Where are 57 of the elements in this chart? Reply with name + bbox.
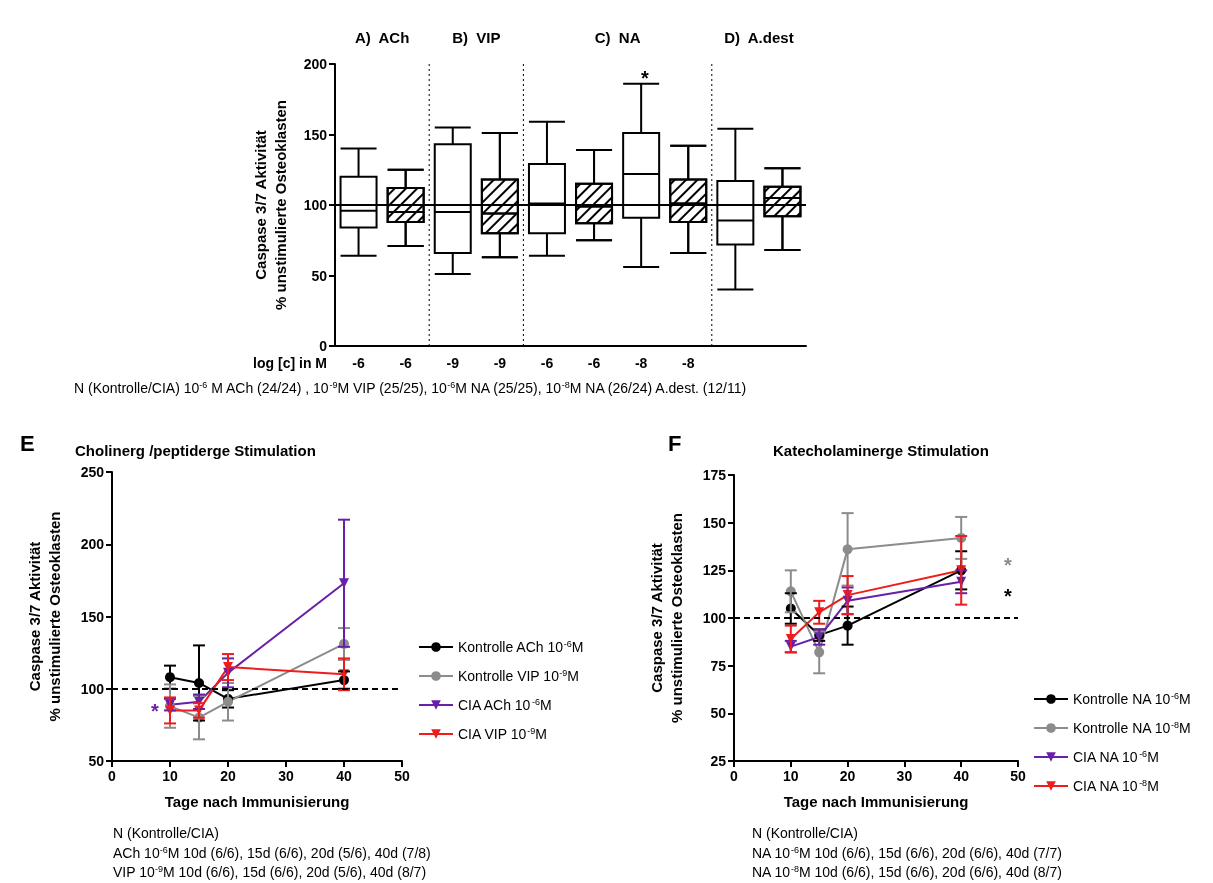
- y-axis-title: Caspase 3/7 Aktivität % unstimulierte Osteoklasten: [647, 512, 685, 724]
- x-tick-label: 20: [839, 768, 856, 784]
- y-tick-label: 100: [303, 197, 328, 213]
- y-tick-label: 150: [702, 514, 727, 531]
- x-axis-title: Tage nach Immunisierung: [783, 792, 969, 810]
- y-tick-label: 50: [88, 753, 105, 769]
- y-tick-label: 250: [80, 464, 105, 480]
- annotation: *: [1004, 554, 1013, 576]
- x-tick-label: -6: [399, 355, 413, 371]
- annotation: *: [641, 67, 650, 89]
- text: A) ACh: [354, 29, 410, 46]
- y-tick-label: 100: [80, 680, 105, 697]
- y-tick-label: 150: [303, 126, 328, 143]
- y-tick-label: 0: [319, 338, 328, 354]
- chart-title: Katecholaminerge Stimulation: [773, 442, 989, 459]
- x-tick-label: 0: [730, 768, 739, 784]
- text: N (Kontrolle/CIA): [113, 825, 219, 841]
- x-tick-label: -8: [634, 355, 648, 371]
- x-tick-label: -6: [352, 355, 365, 371]
- y-tick-label: 125: [702, 562, 727, 579]
- x-tick-label: -9: [446, 355, 460, 371]
- y-tick-label: 100: [702, 610, 727, 626]
- y-tick-label: 25: [710, 753, 727, 769]
- x-tick-label: 0: [108, 768, 117, 784]
- y-tick-label: 75: [710, 657, 727, 674]
- text: N (Kontrolle/CIA): [752, 825, 858, 841]
- y-tick-label: 50: [710, 705, 727, 722]
- text: B) VIP: [452, 29, 501, 46]
- x-tick-label: -9: [493, 355, 507, 371]
- y-tick-label: 50: [311, 267, 328, 284]
- y-axis-title: Caspase 3/7 Aktivität % unstimulierte Osteoklasten: [251, 99, 289, 311]
- x-tick-label: -6: [587, 355, 601, 371]
- x-tick-label: 30: [896, 768, 913, 784]
- x-axis-title: log [c] in M: [253, 355, 327, 371]
- x-axis-title: Tage nach Immunisierung: [164, 792, 350, 810]
- text: E: [20, 430, 35, 456]
- y-axis-title: Caspase 3/7 Aktivität % unstimulierte Osteoklasten: [25, 511, 63, 722]
- x-tick-label: 40: [336, 768, 352, 784]
- chart-title: Cholinerg /peptiderge Stimulation: [75, 442, 316, 459]
- x-tick-label: 10: [783, 768, 799, 784]
- x-tick-label: 40: [953, 768, 970, 784]
- y-tick-label: 150: [80, 608, 105, 625]
- annotation: *: [151, 700, 160, 722]
- text: D) A.dest: [724, 29, 794, 46]
- x-tick-label: 30: [278, 768, 294, 784]
- y-tick-label: 200: [303, 56, 328, 72]
- y-tick-label: 175: [702, 467, 727, 483]
- x-tick-label: -6: [540, 355, 554, 371]
- x-tick-label: 50: [394, 768, 410, 784]
- text: F: [668, 430, 682, 456]
- y-tick-label: 200: [80, 536, 105, 553]
- x-tick-label: 20: [220, 768, 236, 784]
- x-tick-label: -8: [682, 355, 695, 371]
- x-tick-label: 50: [1010, 768, 1026, 784]
- x-tick-label: 10: [162, 768, 178, 784]
- text: C) NA: [594, 29, 641, 46]
- annotation: *: [1004, 585, 1013, 607]
